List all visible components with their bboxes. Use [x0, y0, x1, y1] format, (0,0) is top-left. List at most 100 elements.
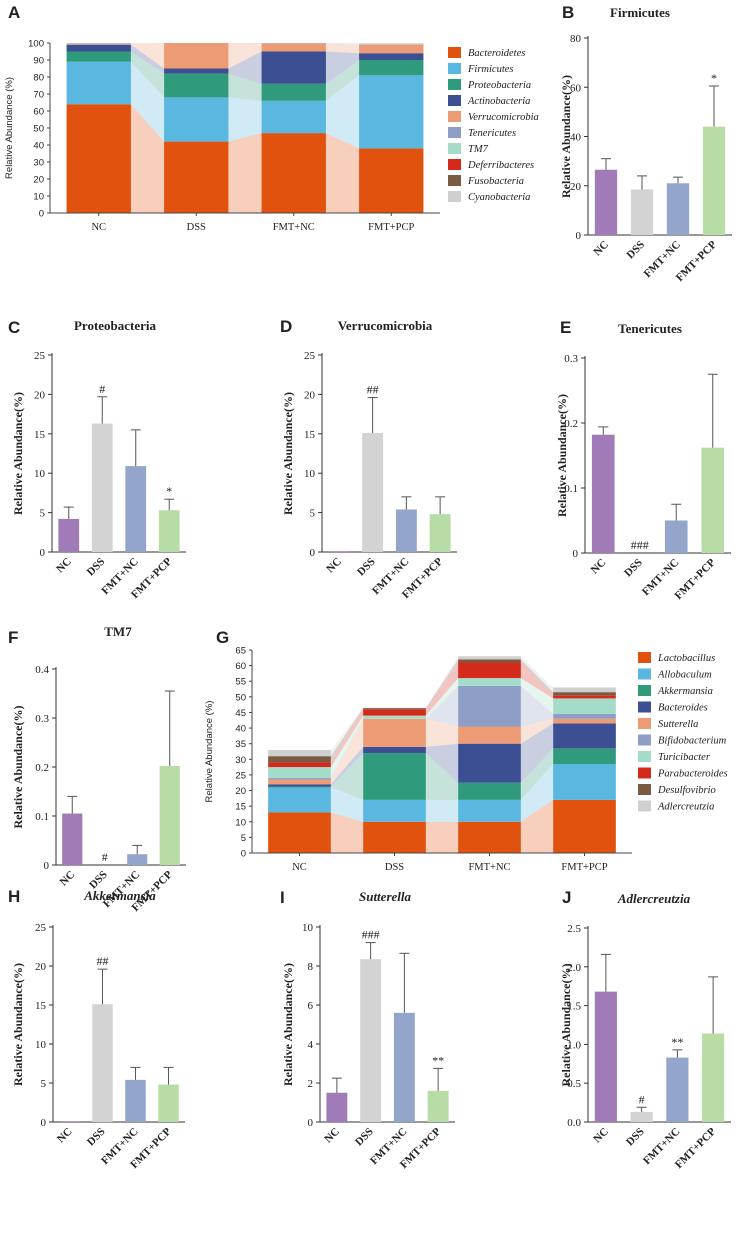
segment-A-DSS-Verrucomicrobia [164, 43, 229, 69]
segment-A-FMT+PCP-Firmicutes [359, 75, 424, 149]
y-tick-label-I: 0 [308, 1117, 314, 1129]
x-tick-label-B-NC: NC [591, 239, 611, 259]
flow-band-A-Fusobacteria [325, 43, 360, 44]
legend-swatch-A-Verrucomicrobia [448, 111, 461, 122]
y-axis-label-H: Relative Abundance(%) [11, 963, 25, 1086]
x-tick-label-A-NC: NC [91, 222, 106, 233]
y-tick-label-D: 20 [304, 389, 316, 401]
bar-I-NC [326, 1092, 348, 1122]
flow-band-G-Turicibacter [520, 678, 554, 715]
y-tick-label-A: 100 [28, 39, 44, 50]
significance-C-DSS: # [99, 382, 105, 396]
chart-B: B Firmicutes Relative Abundance(%) 0 20 40 60 8… [559, 3, 732, 284]
legend-swatch-A-Proteobacteria [448, 79, 461, 90]
segment-A-FMT+PCP-Bacteroidetes [359, 148, 424, 213]
significance-B-FMT+PCP: * [711, 71, 717, 85]
bar-H-NC [59, 1121, 80, 1122]
segment-G-DSS-Akkermansia [363, 753, 426, 800]
flow-band-G-Desulfovibrio [330, 708, 364, 763]
segment-G-NC-Sutterella [268, 779, 331, 785]
segment-G-DSS-Turicibacter [363, 715, 426, 719]
bar-I-FMT+NC [393, 1012, 415, 1122]
flow-band-A-Verrucomicrobia [228, 43, 262, 69]
segment-G-NC-Akkermansia [268, 786, 331, 788]
segment-G-FMT+PCP-Bacteroides [553, 723, 616, 749]
y-axis-label-C: Relative Abundance(%) [11, 392, 25, 515]
flow-band-A-Deferribacteres [325, 43, 360, 45]
bar-C-DSS [91, 423, 113, 552]
significance-J-FMT+NC: ** [671, 1035, 683, 1049]
y-tick-label-F: 0.4 [35, 664, 49, 676]
y-tick-label-J: 2.5 [567, 923, 581, 935]
flow-band-A-Firmicutes [130, 61, 165, 142]
x-tick-label-A-FMT+PCP: FMT+PCP [368, 222, 414, 233]
y-axis-label-A: Relative Abundance (%) [4, 77, 15, 179]
significance-H-DSS: ## [97, 954, 109, 968]
chart-E: E Tenericutes Relative Abundance(%) 0 0.1 0.2… [555, 318, 731, 602]
segment-A-NC-Verrucomicrobia [66, 44, 131, 45]
y-tick-label-G: 0 [241, 849, 246, 860]
flow-band-G-Adlercreutzia [330, 707, 364, 757]
y-tick-label-A: 10 [33, 192, 44, 203]
bar-B-FMT+PCP [702, 126, 726, 235]
legend-label-A-Verrucomicrobia: Verrucomicrobia [468, 112, 539, 123]
flow-band-A-Cyanobacteria [325, 43, 360, 44]
legend-swatch-G-Desulfovibrio [638, 784, 651, 795]
legend-swatch-G-Bifidobacterium [638, 734, 651, 746]
bar-D-FMT+NC [395, 509, 417, 552]
segment-G-NC-Lactobacillus [268, 812, 331, 853]
legend-label-G-Bifidobacterium: Bifidobacterium [658, 736, 727, 747]
significance-I-FMT+PCP: ** [432, 1053, 444, 1067]
y-tick-label-G: 5 [241, 833, 246, 844]
y-tick-label-I: 2 [308, 1078, 314, 1090]
bar-H-FMT+PCP [158, 1084, 179, 1122]
legend-swatch-A-Bacteroidetes [448, 47, 461, 58]
legend-label-A-Firmicutes: Firmicutes [467, 64, 514, 75]
y-tick-label-A: 40 [33, 141, 44, 152]
y-tick-label-G: 25 [235, 770, 246, 781]
y-tick-label-G: 20 [235, 786, 246, 797]
y-tick-label-H: 10 [35, 1039, 47, 1051]
panel-label-B: B [562, 3, 574, 22]
segment-G-DSS-Desulfovibrio [363, 708, 426, 710]
flow-band-G-Bacteroides [330, 746, 364, 787]
bar-H-DSS [92, 1004, 113, 1122]
segment-G-DSS-Allobaculum [363, 799, 426, 822]
bar-D-NC [328, 551, 350, 552]
flow-band-G-Akkermansia [520, 748, 554, 800]
flow-band-G-Akkermansia [330, 753, 364, 800]
flow-band-G-Allobaculum [425, 799, 459, 822]
bar-E-FMT+NC [664, 520, 688, 553]
legend-label-G-Turicibacter: Turicibacter [658, 752, 711, 763]
y-axis-label-F: Relative Abundance(%) [11, 705, 25, 828]
flow-band-G-Lactobacillus [425, 821, 459, 853]
y-tick-label-H: 25 [35, 922, 47, 934]
legend-swatch-A-Cyanobacteria [448, 191, 461, 202]
y-tick-label-E: 0 [573, 548, 579, 560]
y-axis-label-I: Relative Abundance(%) [281, 963, 295, 1086]
legend-label-G-Adlercreutzia: Adlercreutzia [657, 802, 714, 813]
bar-E-FMT+PCP [701, 447, 725, 553]
segment-A-NC-Proteobacteria [66, 51, 131, 62]
chart-H: H Akkermansia Relative Abundance(%) 0 5 10 15 2… [8, 887, 185, 1171]
y-tick-label-D: 10 [304, 468, 316, 480]
panel-label-H: H [8, 887, 20, 906]
y-tick-label-D: 0 [310, 547, 316, 559]
segment-A-DSS-Bacteroidetes [164, 141, 229, 213]
segment-A-FMT+NC-Verrucomicrobia [261, 43, 326, 52]
flow-band-A-Proteobacteria [130, 51, 165, 98]
segment-A-NC-Actinobacteria [66, 44, 131, 52]
segment-G-NC-Bacteroides [268, 784, 331, 787]
y-tick-label-F: 0.1 [35, 811, 49, 823]
y-axis-label-D: Relative Abundance(%) [281, 392, 295, 515]
segment-A-DSS-Proteobacteria [164, 73, 229, 98]
y-tick-label-A: 0 [39, 209, 44, 220]
x-tick-label-C-DSS: DSS [85, 556, 108, 579]
flow-band-G-Bifidobacterium [425, 685, 459, 727]
y-tick-label-D: 15 [304, 429, 316, 441]
chart-I: I Sutterella Relative Abundance(%) 0 2 4 6 8 10 N… [280, 888, 455, 1171]
flow-band-G-Turicibacter [330, 715, 364, 779]
y-tick-label-B: 80 [570, 33, 582, 45]
segment-G-FMT+NC-Sutterella [458, 726, 521, 744]
flow-band-G-Adlercreutzia [425, 656, 459, 709]
